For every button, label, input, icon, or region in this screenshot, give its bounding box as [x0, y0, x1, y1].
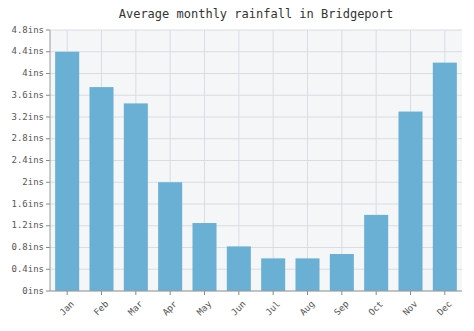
x-tick — [67, 291, 68, 295]
x-tick — [273, 291, 274, 295]
y-axis-line — [50, 30, 51, 291]
x-tick — [101, 291, 102, 295]
x-tick — [341, 291, 342, 295]
y-tick — [46, 51, 50, 52]
x-tick-label: Sep — [332, 299, 351, 318]
y-tick-label: 4.8ins — [11, 25, 44, 35]
y-tick — [46, 269, 50, 270]
x-axis-line — [50, 291, 462, 292]
y-tick — [46, 247, 50, 248]
bars — [55, 52, 457, 291]
y-tick — [46, 138, 50, 139]
y-tick — [46, 182, 50, 183]
x-tick-label: May — [195, 298, 214, 317]
y-tick-label: 3.6ins — [11, 90, 44, 100]
y-tick-label: 0.4ins — [11, 264, 44, 274]
bar — [192, 223, 216, 291]
x-tick — [376, 291, 377, 295]
x-grid-line — [307, 30, 308, 291]
y-tick — [46, 73, 50, 74]
x-tick-label: Jan — [58, 299, 77, 318]
y-grid-line — [50, 30, 462, 31]
y-tick-label: 3.2ins — [11, 112, 44, 122]
x-tick — [307, 291, 308, 295]
y-tick — [46, 117, 50, 118]
y-tick — [46, 30, 50, 31]
x-grid-line — [341, 30, 342, 291]
y-tick — [46, 95, 50, 96]
bar — [295, 258, 319, 291]
chart-title: Average monthly rainfall in Bridgeport — [119, 7, 394, 21]
bar — [261, 258, 285, 291]
x-grid-line — [273, 30, 274, 291]
x-tick — [204, 291, 205, 295]
bar — [124, 103, 148, 291]
x-tick-label: Jun — [229, 299, 248, 318]
y-tick — [46, 204, 50, 205]
y-tick-label: 4.4ins — [11, 46, 44, 56]
y-tick — [46, 291, 50, 292]
x-tick — [410, 291, 411, 295]
chart-container: 0ins 0.4ins 0.8ins 1.2ins 1.6ins 2ins 2.4ins 2.… — [0, 0, 474, 331]
x-tick-label: Nov — [401, 299, 420, 318]
y-tick — [46, 160, 50, 161]
y-tick-label: 4ins — [22, 68, 44, 78]
x-tick-label: Feb — [92, 299, 111, 318]
x-tick-label: Oct — [367, 299, 386, 318]
x-tick — [135, 291, 136, 295]
x-tick — [170, 291, 171, 295]
x-tick-label: Aug — [298, 299, 317, 318]
x-tick-label: Dec — [435, 299, 454, 318]
plot-background — [50, 30, 462, 291]
bar — [227, 246, 251, 291]
y-tick-label: 2.4ins — [11, 155, 44, 165]
bar — [55, 52, 79, 291]
y-grid-line — [50, 51, 462, 52]
bar — [433, 63, 457, 291]
bar — [158, 182, 182, 291]
y-tick-label: 1.6ins — [11, 199, 44, 209]
y-tick-label: 0.8ins — [11, 242, 44, 252]
x-tick — [444, 291, 445, 295]
x-tick-label: Jul — [264, 299, 283, 318]
bar — [89, 87, 113, 291]
bar — [364, 215, 388, 291]
bar — [398, 112, 422, 291]
y-tick-label: 2.8ins — [11, 133, 44, 143]
y-tick-label: 1.2ins — [11, 220, 44, 230]
x-tick-label: Apr — [161, 298, 180, 317]
bar — [330, 254, 354, 291]
x-tick — [238, 291, 239, 295]
y-tick — [46, 225, 50, 226]
chart-svg: 0ins 0.4ins 0.8ins 1.2ins 1.6ins 2ins 2.4ins 2.… — [0, 0, 474, 331]
x-tick-label: Mar — [126, 298, 145, 317]
y-grid-line — [50, 291, 462, 292]
y-tick-label: 0ins — [22, 286, 44, 296]
y-tick-label: 2ins — [22, 177, 44, 187]
y-grid-line — [50, 73, 462, 74]
